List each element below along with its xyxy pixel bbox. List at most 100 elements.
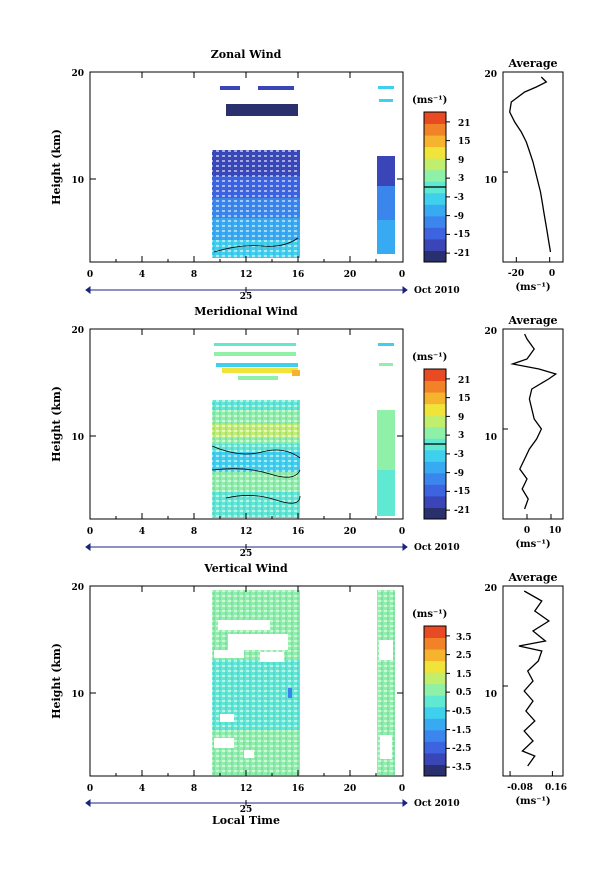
colorbar-segment [424,192,446,205]
y-tick-label: 20 [71,326,84,336]
data-layer [378,343,394,346]
panel-vertical: Vertical Wind Height (km) [50,562,567,827]
colorbar-tick-label: -9 [454,212,464,222]
colorbar-tick-label: -2.5 [452,744,471,754]
colorbar-segment [424,112,446,125]
colorbar-tick-label: 0.5 [456,688,472,698]
x-tick-label: 20 [344,527,357,537]
zero-contour [225,495,301,504]
average-frame [502,71,564,263]
colorbar-tick-label: 3 [458,174,464,184]
colorbar-tick-label: -3.5 [452,763,471,773]
zero-contour [211,468,301,478]
average-y-tick-label: 10 [484,176,497,186]
y-tick-label: 10 [71,690,84,700]
y-axis-label: Height (km) [50,386,63,462]
average-unit: (ms⁻¹) [515,282,550,293]
data-layer [292,370,300,376]
data-layer [220,86,240,90]
x-tick-label: 8 [191,784,197,794]
data-layer [379,363,393,366]
main-plot-title: Meridional Wind [194,305,298,318]
x-tick-label: 4 [139,270,145,280]
colorbar-tick-label: 2.5 [456,651,472,661]
x-tick-label: 0 [87,527,93,537]
data-layer [226,104,298,116]
average-plot [502,328,564,520]
heatmap-data [212,590,395,775]
colorbar-segment [424,683,446,696]
colorbar-tick-label: -15 [454,487,470,497]
average-y-tick-label: 20 [484,70,497,80]
colorbar-tick-label: -0.5 [452,707,471,717]
date-axis [85,286,408,294]
colorbar-segment [424,472,446,485]
average-plot [502,71,564,263]
colorbar-segment [424,626,446,639]
colorbar-segment [424,741,446,754]
x-tick-label: 12 [240,784,253,794]
x-tick-label: 12 [240,270,253,280]
colorbar-segment [424,484,446,497]
date-label: 25 [240,805,253,815]
data-gap [214,738,234,748]
date-label: 25 [240,549,253,559]
colorbar-tick-label: -3 [454,450,464,460]
data-layer [216,363,298,367]
colorbar-tick-label: 21 [458,119,471,129]
data-band [377,470,395,516]
data-speckle [377,590,395,775]
average-title: Average [507,314,557,327]
y-tick-label: 10 [71,433,84,443]
colorbar-segment [424,250,446,263]
colorbar-segment [424,415,446,428]
colorbar-segment [424,695,446,708]
colorbar-tick-label: -3 [454,193,464,203]
colorbar-tick-label: 21 [458,376,471,386]
x-ticks [89,71,403,262]
colorbar-segment [424,672,446,685]
y-axis-label: Height (km) [50,643,63,719]
average-unit: (ms⁻¹) [515,539,550,550]
colorbar-segment [424,729,446,742]
data-layer [214,352,296,356]
x-ticks [89,328,403,519]
colorbar-tick-label: 3.5 [456,633,472,643]
heatmap-data [212,86,395,258]
average-frame [502,328,564,520]
colorbar-segment [424,426,446,439]
colorbar-unit: (ms⁻¹) [412,609,447,620]
colorbar-segment [424,215,446,228]
average-y-tick-label: 20 [484,584,497,594]
colorbar-tick-label: 15 [458,394,471,404]
colorbar-segment [424,403,446,416]
x-tick-label: 0 [399,784,405,794]
average-y-tick-label: 20 [484,327,497,337]
x-axis-label: Local Time [212,814,280,827]
data-layer [378,86,394,89]
data-gap [218,620,270,630]
data-layer [214,343,296,346]
x-tick-label: 16 [292,784,305,794]
x-tick-label: 0 [399,527,405,537]
colorbar-segment [424,449,446,462]
month-label: Oct 2010 [414,543,460,553]
zero-contour [211,445,301,459]
x-tick-label: 8 [191,270,197,280]
average-title: Average [507,57,557,70]
colorbar-tick-label: 15 [458,137,471,147]
zero-contour [213,237,299,253]
data-layer [258,86,294,90]
x-tick-label: 16 [292,527,305,537]
y-axis-label: Height (km) [50,129,63,205]
colorbar-unit: (ms⁻¹) [412,352,447,363]
colorbar-segment [424,637,446,650]
x-ticks [89,585,403,776]
data-gap [220,714,234,722]
main-plot-title: Vertical Wind [203,562,288,575]
main-plot-title: Zonal Wind [211,48,282,61]
colorbar-tick-label: 9 [458,156,464,166]
x-tick-label: 16 [292,270,305,280]
x-tick-label: 4 [139,784,145,794]
